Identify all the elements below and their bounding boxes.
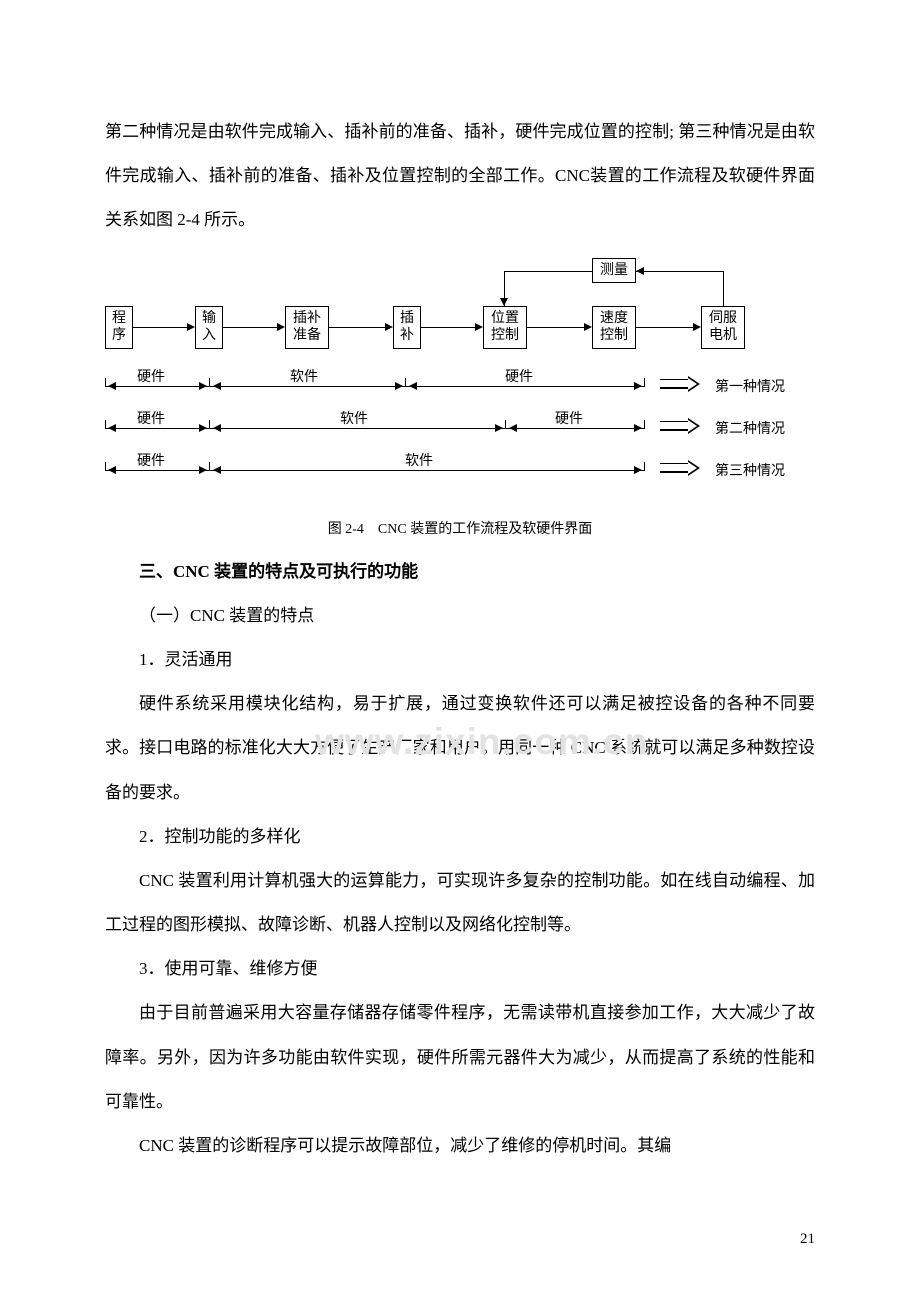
item3-body: 由于目前普遍采用大容量存储器存储零件程序，无需读带机直接参加工作，大大减少了故障… — [105, 991, 815, 1124]
bar-arrow — [108, 382, 116, 390]
section-heading: 三、CNC 装置的特点及可执行的功能 — [105, 550, 815, 594]
case-arrow-icon — [660, 463, 700, 473]
node-input: 输 入 — [195, 306, 223, 349]
item3-title: 3．使用可靠、维修方便 — [105, 947, 815, 991]
node-speed: 速度 控制 — [592, 306, 636, 349]
item2-title: 2．控制功能的多样化 — [105, 815, 815, 859]
node-servo: 伺服 电机 — [701, 306, 745, 349]
node-prep: 插补 准备 — [285, 306, 329, 349]
case-arrow-icon — [660, 421, 700, 431]
node-interp: 插 补 — [393, 306, 421, 349]
page-number: 21 — [800, 1231, 815, 1248]
intro-paragraph: 第二种情况是由软件完成输入、插补前的准备、插补，硬件完成位置的控制; 第三种情况… — [105, 110, 815, 243]
node-pos: 位置 控制 — [483, 306, 527, 349]
item1-title: 1．灵活通用 — [105, 638, 815, 682]
item3-body2: CNC 装置的诊断程序可以提示故障部位，减少了维修的停机时间。其编 — [105, 1124, 815, 1168]
flowchart-diagram: 测量 程 序 输 入 插补 准备 插 补 位置 控制 速度 控制 伺服 电机 — [105, 258, 815, 508]
item1-body: 硬件系统采用模块化结构，易于扩展，通过变换软件还可以满足被控设备的各种不同要求。… — [105, 682, 815, 815]
subsection-a: （一）CNC 装置的特点 — [105, 594, 815, 638]
case-arrow-icon — [660, 379, 700, 389]
item2-body: CNC 装置利用计算机强大的运算能力，可实现许多复杂的控制功能。如在线自动编程、… — [105, 859, 815, 947]
node-program: 程 序 — [105, 306, 133, 349]
figure-caption: 图 2-4 CNC 装置的工作流程及软硬件界面 — [105, 518, 815, 538]
node-measure: 测量 — [592, 258, 636, 284]
